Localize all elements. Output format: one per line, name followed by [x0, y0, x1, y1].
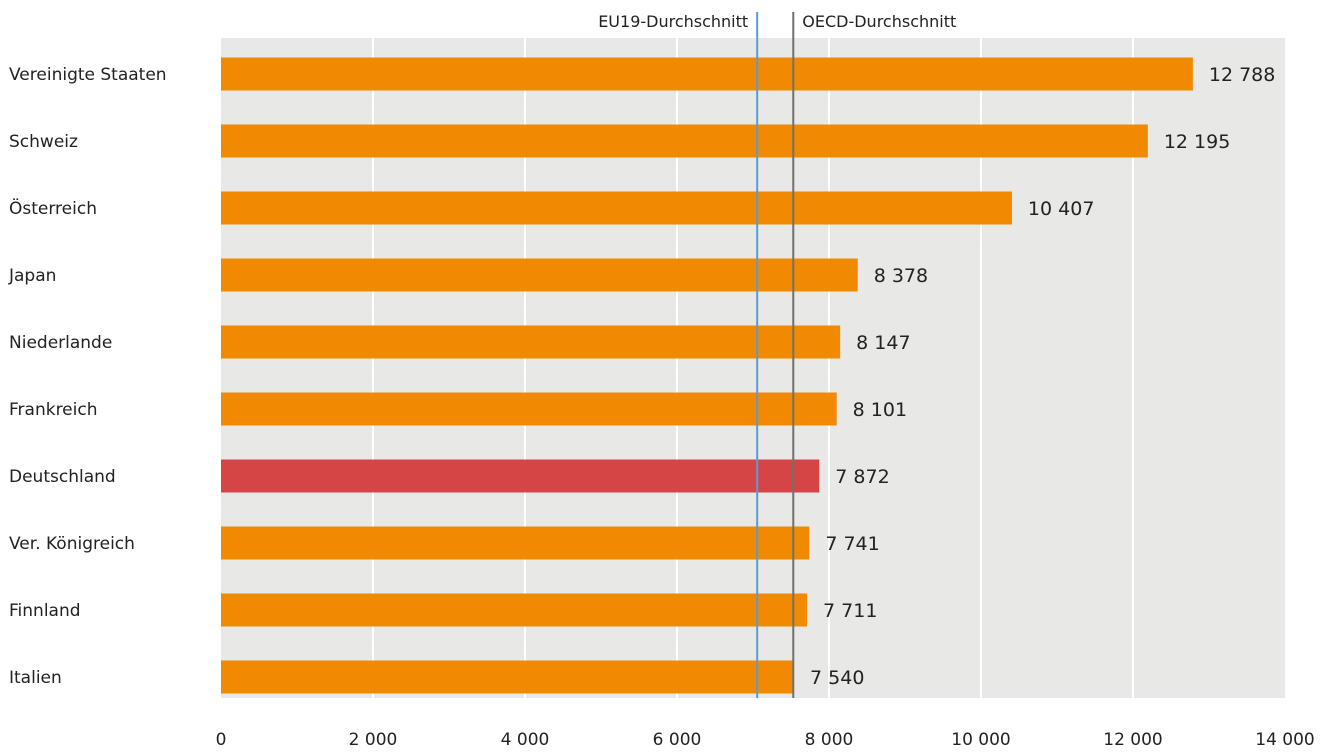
x-tick-label-1: 2 000 [349, 730, 398, 750]
value-label-9: 7 540 [810, 667, 864, 689]
value-label-5: 8 101 [853, 399, 907, 421]
bar-4 [221, 325, 841, 359]
category-label-0: Vereinigte Staaten [9, 65, 167, 85]
category-label-2: Österreich [9, 197, 97, 219]
bar-3 [221, 258, 858, 292]
value-label-7: 7 741 [825, 533, 879, 555]
x-tick-label-7: 14 000 [1255, 730, 1314, 750]
x-tick-label-6: 12 000 [1103, 730, 1162, 750]
bar-2 [221, 191, 1012, 225]
reference-label-1: OECD-Durchschnitt [802, 12, 956, 31]
category-label-4: Niederlande [9, 333, 112, 353]
value-label-1: 12 195 [1164, 131, 1230, 153]
category-label-5: Frankreich [9, 400, 98, 420]
category-label-3: Japan [8, 266, 56, 286]
value-label-3: 8 378 [874, 265, 928, 287]
value-label-6: 7 872 [835, 466, 889, 488]
bar-1 [221, 124, 1148, 158]
bar-8 [221, 593, 808, 627]
x-tick-label-3: 6 000 [653, 730, 702, 750]
category-label-1: Schweiz [9, 132, 78, 152]
value-label-0: 12 788 [1209, 64, 1275, 86]
bar-7 [221, 526, 810, 560]
x-tick-label-4: 8 000 [805, 730, 854, 750]
reference-label-0: EU19-Durchschnitt [598, 12, 748, 31]
bar-0 [221, 57, 1193, 91]
x-tick-label-2: 4 000 [501, 730, 550, 750]
bar-6 [221, 459, 820, 493]
category-label-6: Deutschland [9, 467, 116, 487]
value-label-8: 7 711 [823, 600, 877, 622]
bar-9 [221, 660, 795, 694]
x-tick-label-5: 10 000 [951, 730, 1010, 750]
bar-5 [221, 392, 837, 426]
category-label-8: Finnland [9, 601, 81, 621]
category-label-9: Italien [9, 668, 62, 688]
x-tick-label-0: 0 [216, 730, 227, 750]
value-label-2: 10 407 [1028, 198, 1094, 220]
value-label-4: 8 147 [856, 332, 910, 354]
category-label-7: Ver. Königreich [9, 534, 135, 554]
